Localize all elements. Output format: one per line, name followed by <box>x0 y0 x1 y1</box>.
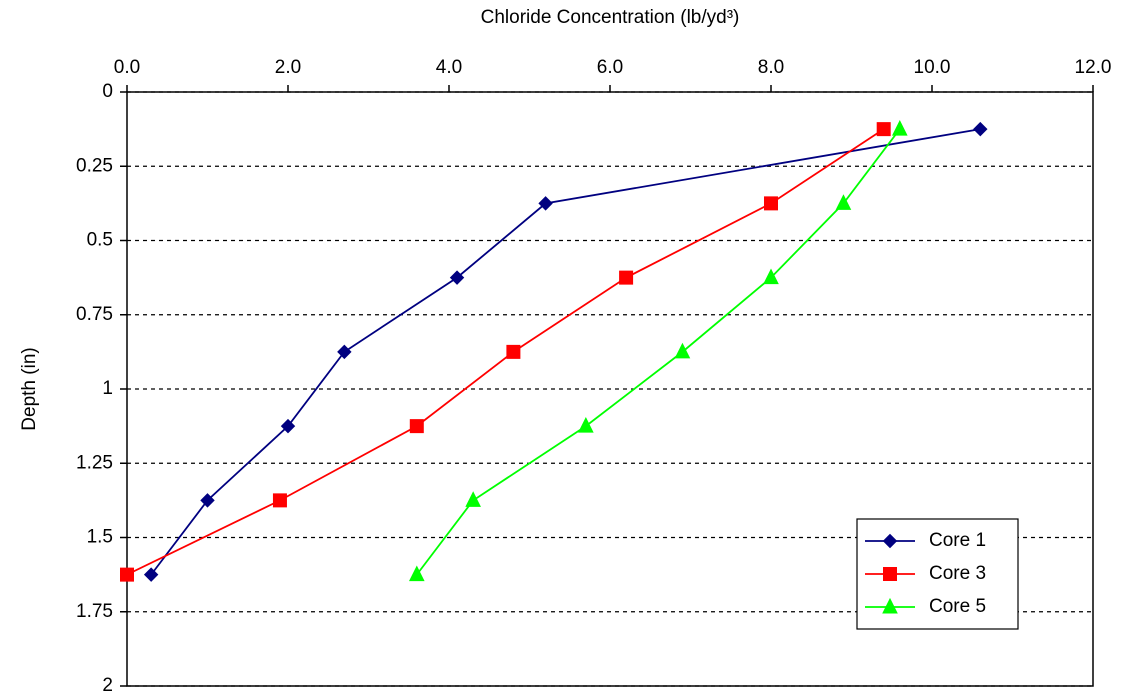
marker <box>882 597 898 614</box>
marker <box>280 418 296 434</box>
plot-frame <box>126 91 1094 687</box>
marker <box>578 417 594 433</box>
x-tick-label: 10.0 <box>914 57 951 78</box>
legend: Core 1 Core 3 Core 5 <box>856 518 1019 630</box>
x-tick-label: 4.0 <box>436 57 462 78</box>
marker <box>408 565 425 582</box>
marker <box>506 344 521 359</box>
y-tick-label: 2 <box>102 675 113 696</box>
x-tick-label: 0.0 <box>114 57 140 78</box>
y-tick-label: 0.75 <box>76 304 113 325</box>
x-tick-label: 12.0 <box>1075 57 1112 78</box>
legend-label: Core 5 <box>929 596 986 617</box>
marker <box>200 493 215 508</box>
marker <box>449 270 465 285</box>
marker <box>973 121 988 137</box>
chart-title: Chloride Concentration (lb/yd³) <box>481 7 740 28</box>
marker <box>883 567 897 581</box>
marker <box>409 419 424 434</box>
y-tick-label: 1.25 <box>76 452 113 473</box>
marker <box>674 342 691 359</box>
series-line <box>126 128 885 576</box>
legend-label: Core 1 <box>929 530 986 551</box>
marker <box>876 122 891 137</box>
x-tick-label: 8.0 <box>758 57 784 78</box>
marker <box>337 344 352 360</box>
marker <box>763 268 779 285</box>
marker <box>882 533 898 549</box>
y-axis-title: Depth (in) <box>19 347 40 430</box>
y-tick-label: 1.5 <box>87 527 113 548</box>
legend-label: Core 3 <box>929 563 986 584</box>
y-tick-label: 0.25 <box>76 155 113 176</box>
marker <box>272 493 287 508</box>
marker <box>538 196 553 211</box>
y-tick-label: 1 <box>102 378 113 399</box>
marker <box>120 567 134 582</box>
series-line <box>416 128 901 576</box>
marker <box>143 567 159 582</box>
marker <box>619 270 634 285</box>
marker <box>891 120 908 136</box>
x-tick-label: 6.0 <box>597 57 623 78</box>
marker <box>764 196 778 211</box>
marker <box>835 194 852 210</box>
x-tick-label: 2.0 <box>275 57 301 78</box>
series-line <box>150 128 981 576</box>
y-tick-label: 0 <box>102 81 113 102</box>
marker <box>465 491 481 507</box>
y-tick-label: 1.75 <box>76 601 113 622</box>
y-tick-label: 0.5 <box>87 230 113 251</box>
